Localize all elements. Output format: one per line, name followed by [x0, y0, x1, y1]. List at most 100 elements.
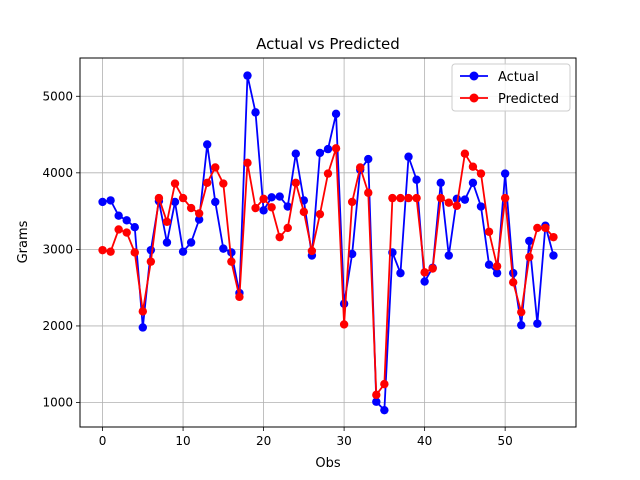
- data-point-actual: [170, 197, 180, 207]
- data-point-actual: [476, 202, 486, 211]
- data-point-predicted: [484, 227, 494, 236]
- data-point-predicted: [388, 193, 397, 203]
- data-point-actual: [106, 196, 115, 205]
- data-point-actual: [364, 154, 373, 164]
- data-point-predicted: [500, 193, 510, 203]
- data-point-actual: [396, 268, 405, 278]
- data-point-predicted: [307, 246, 317, 256]
- data-point-predicted: [186, 203, 196, 213]
- y-tick-label: 2000: [42, 319, 73, 333]
- data-point-actual: [186, 238, 196, 247]
- legend-marker-actual: [469, 71, 479, 81]
- data-point-predicted: [533, 223, 542, 233]
- legend: Actual Predicted: [451, 63, 571, 112]
- data-point-predicted: [170, 179, 180, 188]
- data-point-predicted: [412, 193, 421, 203]
- data-point-actual: [315, 148, 325, 158]
- data-point-predicted: [541, 223, 550, 233]
- data-point-actual: [178, 247, 188, 256]
- x-tick-label: 50: [498, 434, 513, 448]
- data-point-actual: [436, 178, 445, 187]
- data-point-predicted: [154, 193, 164, 203]
- data-point-actual: [404, 152, 413, 161]
- data-point-predicted: [444, 198, 453, 207]
- data-point-actual: [533, 319, 542, 328]
- data-point-predicted: [396, 193, 405, 203]
- x-axis-label: Obs: [315, 456, 340, 471]
- data-point-predicted: [331, 144, 341, 153]
- data-point-predicted: [420, 268, 429, 277]
- data-point-predicted: [283, 223, 292, 233]
- data-point-actual: [146, 245, 156, 255]
- series-layer: [98, 71, 558, 415]
- data-point-predicted: [267, 203, 276, 212]
- data-point-actual: [372, 397, 381, 406]
- data-point-predicted: [194, 209, 204, 218]
- data-point-predicted: [347, 197, 357, 207]
- data-point-actual: [227, 248, 236, 257]
- data-point-predicted: [251, 203, 260, 213]
- data-point-predicted: [339, 320, 349, 329]
- data-point-predicted: [122, 228, 131, 237]
- data-point-predicted: [428, 264, 437, 273]
- data-point-predicted: [227, 257, 236, 266]
- data-point-actual: [130, 222, 139, 232]
- data-point-predicted: [508, 278, 518, 287]
- plot-frame: [79, 57, 577, 428]
- data-point-actual: [98, 197, 107, 207]
- data-point-actual: [251, 108, 260, 117]
- data-point-predicted: [364, 188, 373, 197]
- data-point-actual: [460, 195, 470, 204]
- data-point-actual: [259, 206, 268, 215]
- data-point-predicted: [356, 163, 365, 172]
- data-point-actual: [291, 149, 300, 158]
- data-point-actual: [549, 251, 558, 260]
- data-point-predicted: [492, 262, 502, 271]
- data-point-predicted: [291, 178, 300, 187]
- x-tick-label: 10: [175, 434, 190, 448]
- data-point-predicted: [372, 390, 381, 400]
- data-point-actual: [500, 169, 510, 178]
- data-point-predicted: [259, 194, 268, 204]
- legend-label-predicted: Predicted: [498, 92, 559, 107]
- data-point-actual: [323, 144, 333, 154]
- legend-label-actual: Actual: [498, 70, 539, 85]
- data-point-predicted: [460, 149, 470, 158]
- data-point-actual: [420, 277, 429, 286]
- data-point-actual: [162, 238, 172, 247]
- data-point-predicted: [452, 201, 462, 210]
- data-point-actual: [517, 320, 526, 330]
- y-tick-label: 1000: [42, 396, 73, 410]
- data-point-actual: [492, 268, 502, 278]
- x-tick-label: 20: [256, 434, 271, 448]
- data-point-predicted: [114, 225, 123, 234]
- data-point-predicted: [549, 232, 558, 242]
- data-point-predicted: [476, 169, 486, 178]
- data-point-actual: [412, 175, 421, 184]
- data-point-actual: [203, 140, 212, 149]
- data-point-actual: [283, 202, 292, 211]
- data-point-predicted: [315, 209, 325, 219]
- x-tick-label: 0: [99, 434, 107, 448]
- data-point-predicted: [436, 193, 445, 203]
- data-point-actual: [243, 71, 252, 80]
- data-point-predicted: [468, 162, 478, 171]
- data-point-predicted: [243, 158, 252, 168]
- data-point-actual: [211, 197, 220, 207]
- data-point-predicted: [275, 232, 284, 242]
- data-point-actual: [194, 215, 204, 224]
- chart-title: Actual vs Predicted: [256, 35, 400, 53]
- y-tick-label: 5000: [42, 89, 73, 103]
- y-axis-label: Grams: [16, 220, 31, 263]
- data-point-predicted: [138, 307, 148, 316]
- data-point-actual: [444, 251, 453, 260]
- y-tick-label: 3000: [42, 242, 73, 256]
- data-point-predicted: [517, 307, 526, 317]
- data-point-actual: [219, 244, 228, 253]
- data-point-predicted: [106, 247, 115, 256]
- data-point-actual: [468, 178, 478, 187]
- data-point-actual: [331, 109, 341, 119]
- data-point-actual: [138, 323, 148, 332]
- data-point-predicted: [162, 217, 172, 227]
